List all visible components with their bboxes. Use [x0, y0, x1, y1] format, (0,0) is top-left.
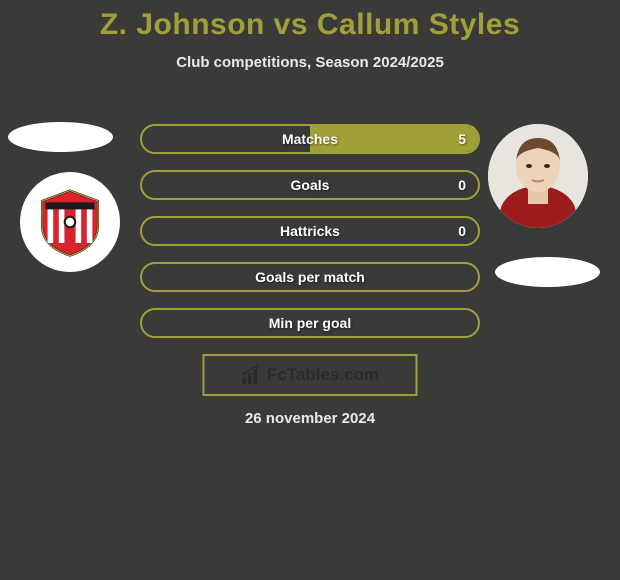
stat-row: Hattricks0 [140, 216, 480, 246]
date-text: 26 november 2024 [0, 410, 620, 427]
stat-row: Matches5 [140, 124, 480, 154]
brand-box: FcTables.com [203, 354, 418, 396]
player-right-club-badge-placeholder [495, 257, 600, 287]
subtitle: Club competitions, Season 2024/2025 [0, 54, 620, 71]
stat-value-right: 0 [458, 170, 466, 200]
stat-row: Min per goal [140, 308, 480, 338]
sunderland-crest-icon [35, 187, 105, 257]
stats-bars: Matches5Goals0Hattricks0Goals per matchM… [140, 124, 480, 354]
stat-value-right: 0 [458, 216, 466, 246]
stat-label: Min per goal [140, 308, 480, 338]
player-left-club-badge [20, 172, 120, 272]
page-title: Z. Johnson vs Callum Styles [0, 0, 620, 42]
player-right-avatar [488, 124, 588, 228]
brand-text: FcTables.com [267, 365, 379, 385]
stat-label: Goals [140, 170, 480, 200]
stat-label: Hattricks [140, 216, 480, 246]
stat-label: Matches [140, 124, 480, 154]
stat-label: Goals per match [140, 262, 480, 292]
stat-row: Goals per match [140, 262, 480, 292]
stat-row: Goals0 [140, 170, 480, 200]
bar-chart-icon [241, 364, 263, 386]
stat-value-right: 5 [458, 124, 466, 154]
player-photo-icon [488, 124, 588, 228]
player-left-avatar-placeholder [8, 122, 113, 152]
